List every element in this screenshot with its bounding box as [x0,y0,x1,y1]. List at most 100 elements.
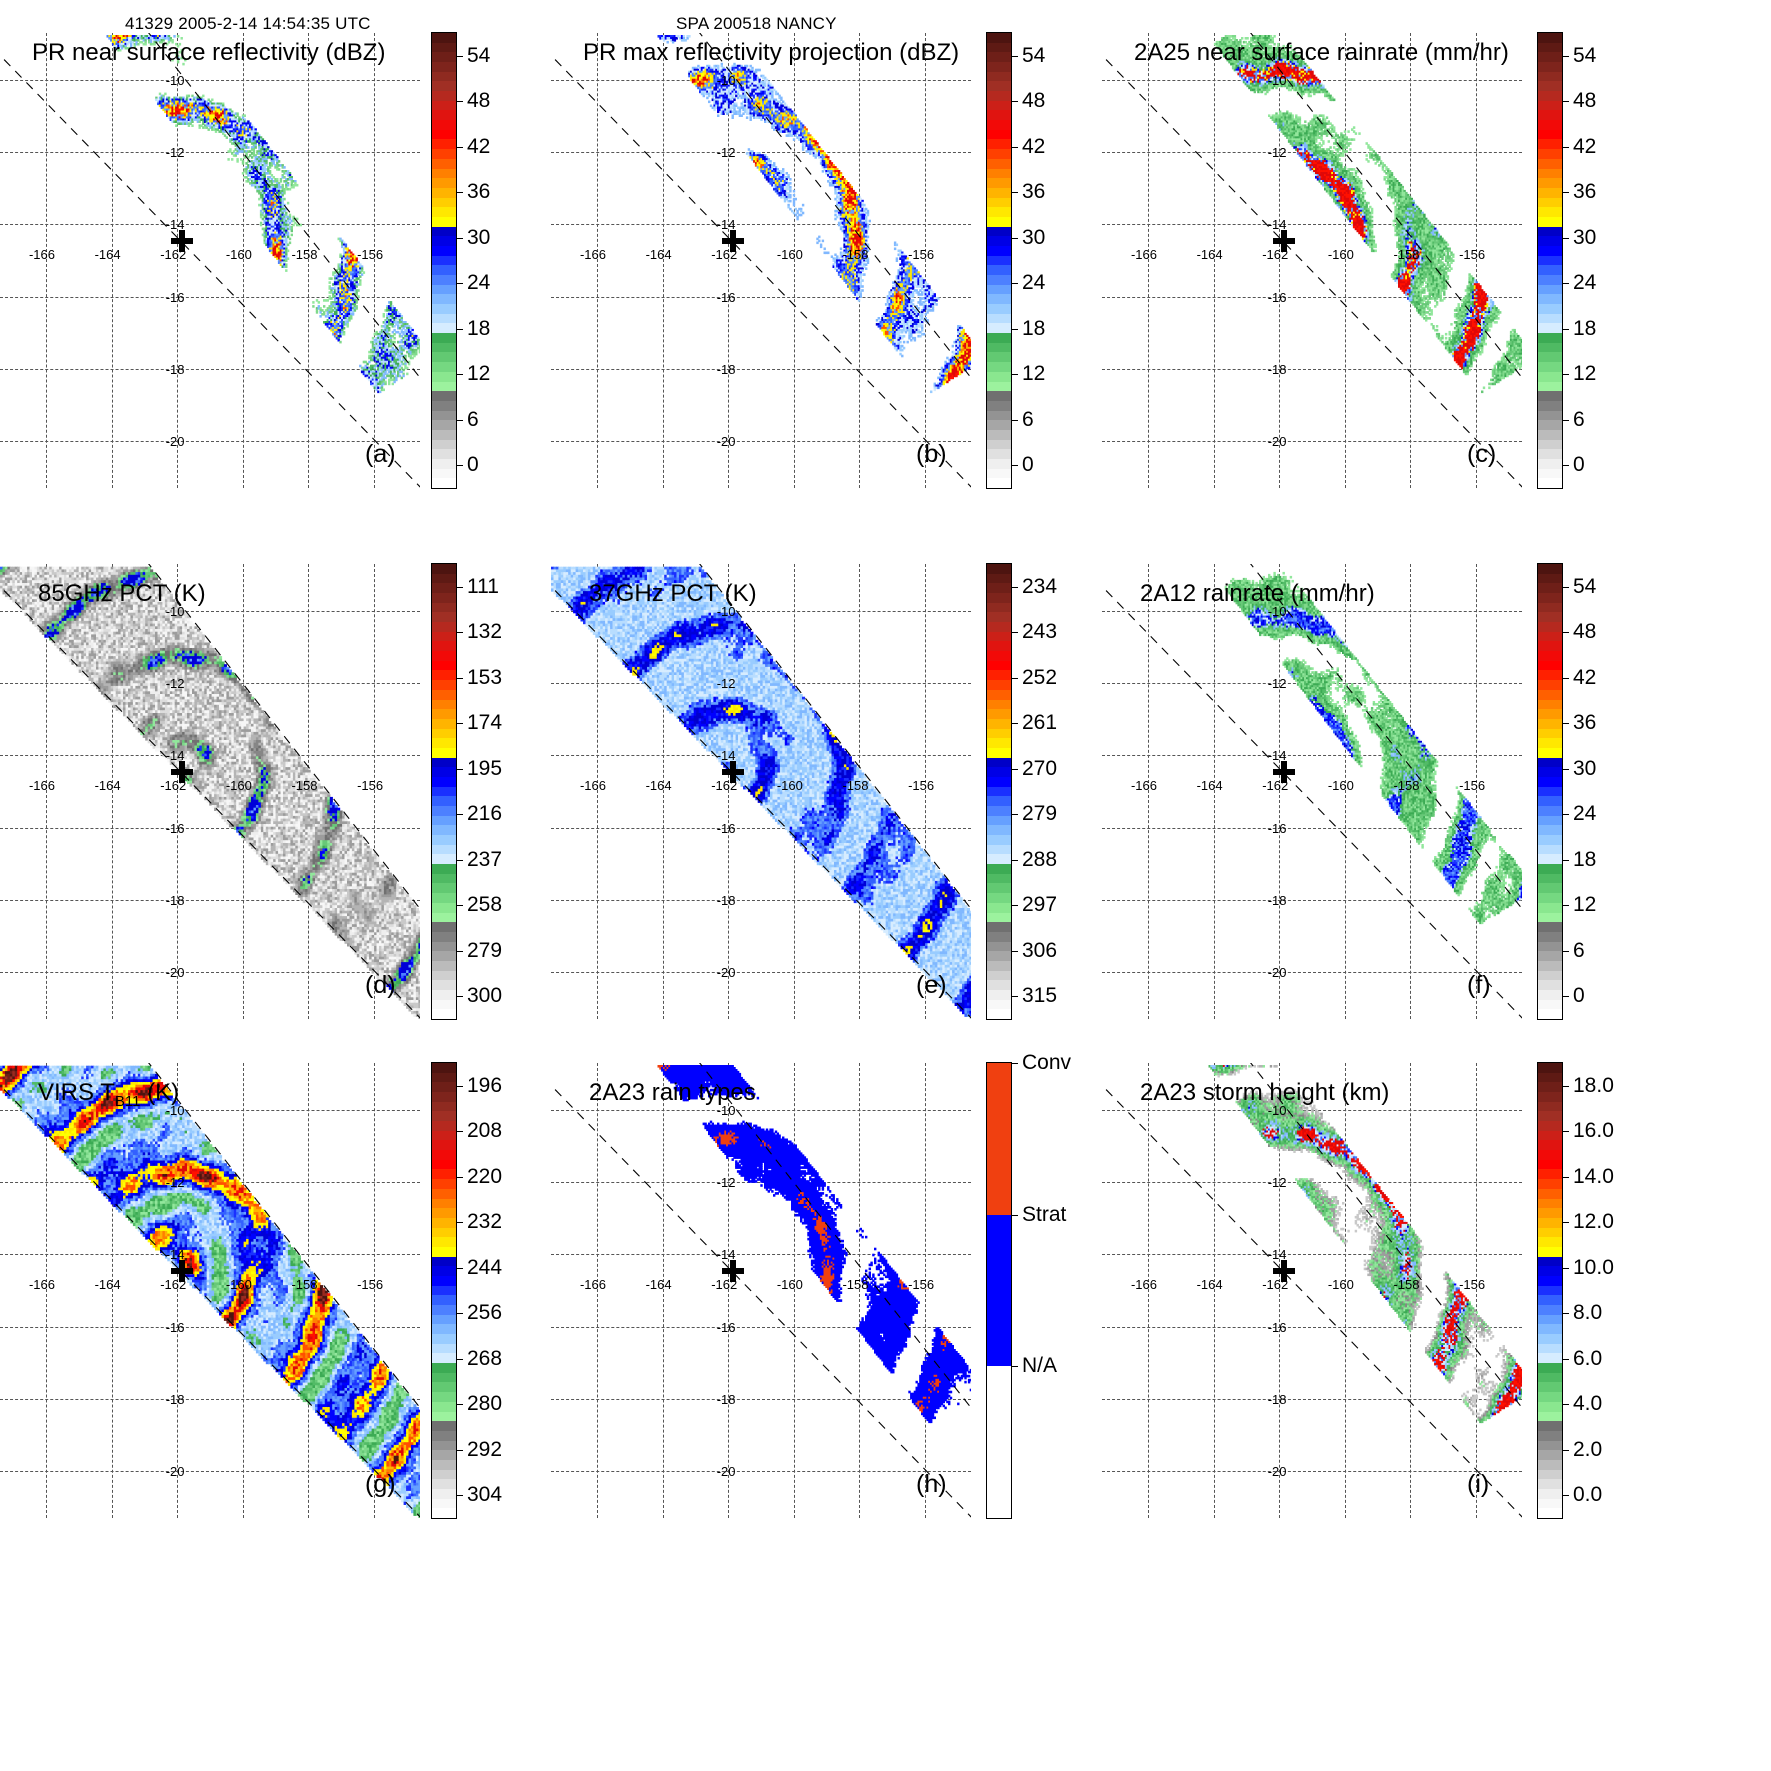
lon-tick-label: -166 [29,778,55,793]
colorbar-segment [432,139,456,150]
lon-gridline [1147,1063,1149,1518]
colorbar-segment [987,718,1011,729]
colorbar-segment [432,1314,456,1325]
colorbar-segment [987,255,1011,266]
colorbar-segment [987,33,1011,44]
colorbar-segment [432,313,456,324]
colorbar-segment [432,854,456,865]
colorbar-segment [432,1488,456,1499]
storm-center-marker [171,1259,194,1282]
colorbar-segment [987,420,1011,431]
lon-tick-label: -158 [1393,778,1419,793]
colorbar-segment [432,1305,456,1316]
colorbar-segment [1538,602,1562,613]
panel-i: -166 -164 -162 -160 -158 -156 -10 -12 -14 -16 -18-… [1102,1062,1652,1519]
storm-center-marker [171,229,194,252]
colorbar-segment [432,728,456,739]
colorbar-segment [1538,1353,1562,1364]
colorbar-tick [456,1085,463,1087]
colorbar-tick-label: 16.0 [1573,1119,1614,1143]
colorbar-segment [1538,187,1562,198]
colorbar-segment [432,1459,456,1470]
colorbar-tick-label: 6 [467,408,479,432]
colorbar-segment [1538,304,1562,315]
colorbar-segment [432,1063,456,1074]
colorbar-tick-label: 24 [1573,802,1596,826]
colorbar-segment [987,776,1011,787]
lat-gridline [1102,296,1522,298]
lat-tick-label: -16 [1268,1320,1287,1335]
colorbar-segment [432,91,456,102]
colorbar-segment [1538,294,1562,305]
colorbar-segment [987,158,1011,169]
lat-tick-label: -10 [166,1103,185,1118]
lon-tick-label: -156 [908,778,934,793]
colorbar-tick [456,465,463,467]
colorbar-segment [432,776,456,787]
colorbar-segment [1538,631,1562,642]
lat-tick-label: -14 [1268,748,1287,763]
colorbar-segment [987,342,1011,353]
lat-tick-label: -10 [166,73,185,88]
colorbar-segment [432,1092,456,1103]
colorbar-gradient [431,32,457,489]
lon-gridline [1279,564,1281,1019]
colorbar-tick [1562,996,1569,998]
colorbar-segment [1538,960,1562,971]
colorbar-segment [1538,1121,1562,1132]
colorbar-segment [1538,62,1562,73]
colorbar-segment [432,951,456,962]
colorbar-segment [1538,139,1562,150]
colorbar-tick-label: 18.0 [1573,1074,1614,1098]
lat-tick-label: -18 [1268,362,1287,377]
colorbar-segment [432,1334,456,1345]
colorbar-tick-label: 258 [467,893,502,917]
colorbar-segment [432,689,456,700]
colorbar-segment [1538,931,1562,942]
colorbar-segment [1538,168,1562,179]
colorbar-segment [432,187,456,198]
colorbar-segment [987,602,1011,613]
lat-gridline [1102,224,1522,226]
lon-tick-label: -156 [908,1277,934,1292]
colorbar-tick-label: 111 [467,575,499,599]
map-area-f: -166 -164 -162 -160 -158 -156 -10 -12 -14 -16 -18-… [1102,564,1522,1019]
colorbar-segment [432,796,456,807]
lat-tick-label: -20 [1268,434,1287,449]
colorbar-tick [1011,859,1018,861]
colorbar-segment [987,767,1011,778]
map-area-c: -166 -164 -162 -160 -158 -156 -10 -12 -14 -16 -18-… [1102,33,1522,488]
colorbar-tick-label: 234 [1022,575,1057,599]
colorbar-segment [432,1179,456,1190]
lon-gridline [1279,33,1281,488]
colorbar-segment [432,680,456,691]
colorbar-segment [432,931,456,942]
colorbar-segment [987,62,1011,73]
colorbar-segment [432,835,456,846]
lat-tick-label: -20 [1268,965,1287,980]
colorbar-tick [1011,1366,1018,1368]
lon-gridline [925,564,927,1019]
colorbar-segment [987,120,1011,131]
lat-gridline [1102,827,1522,829]
colorbar-segment [1538,400,1562,411]
lat-gridline [551,441,971,443]
colorbar-tick-label: 36 [1573,180,1596,204]
colorbar-segment [1538,478,1562,489]
colorbar-segment [432,960,456,971]
colorbar-segment [432,660,456,671]
colorbar-segment [987,622,1011,633]
colorbar-segment [1538,1440,1562,1451]
colorbar-tick [1562,146,1569,148]
colorbar-segment [432,216,456,227]
colorbar-segment [432,922,456,933]
lon-gridline [242,33,244,488]
lat-tick-label: -20 [717,965,736,980]
map-area-b: -166 -164 -162 -160 -158 -156 -10 -12 -14 -16 -18-… [551,33,971,488]
lat-gridline [1102,1471,1522,1473]
colorbar-tick [1562,192,1569,194]
colorbar-tick [456,1267,463,1269]
lon-tick-label: -156 [357,247,383,262]
colorbar-segment [432,747,456,758]
panel-letter-d: (d) [365,971,396,1000]
